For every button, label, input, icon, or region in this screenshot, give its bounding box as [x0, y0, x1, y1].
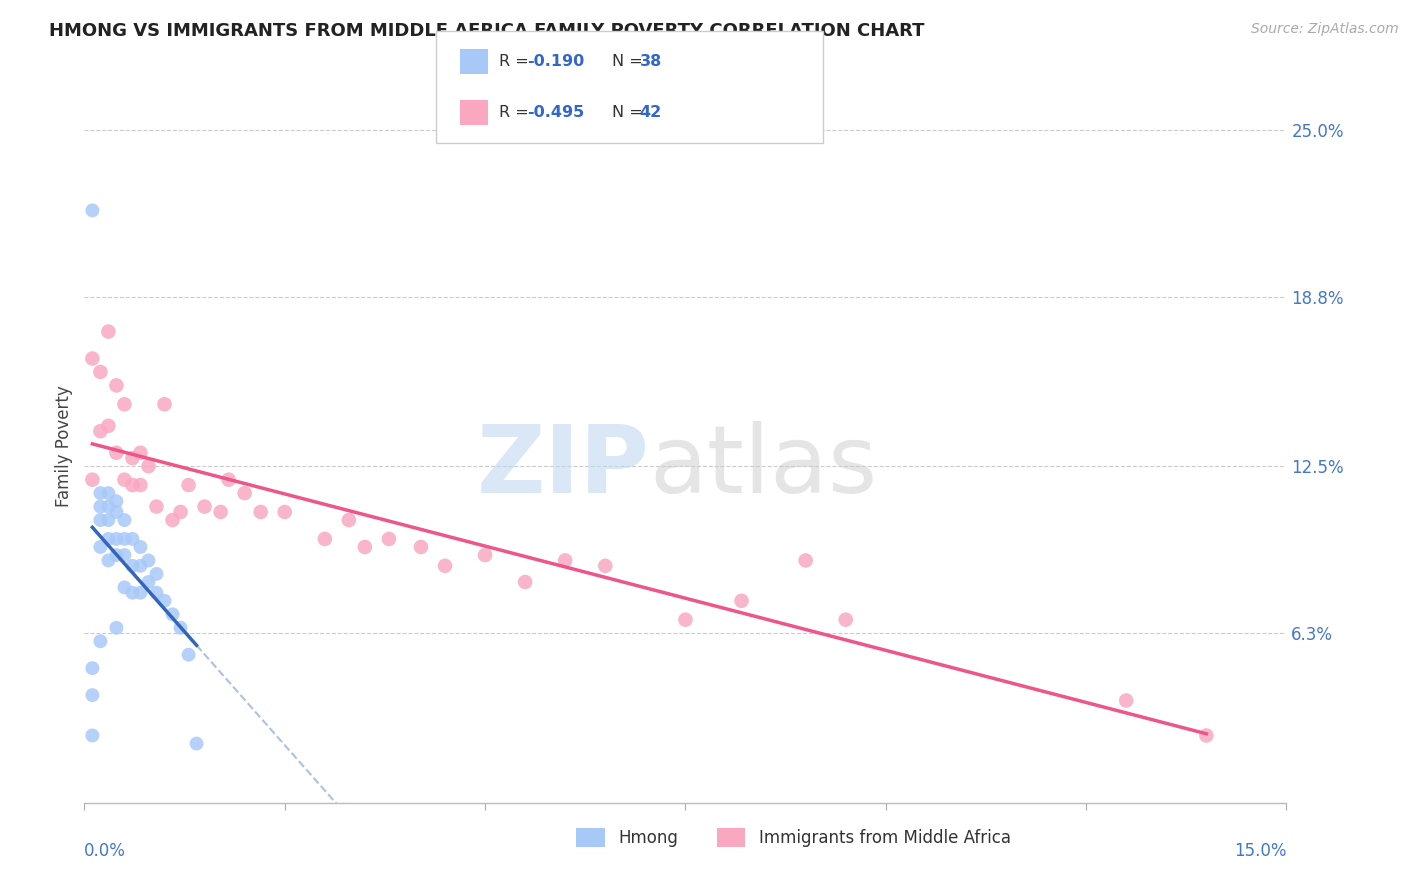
Point: [218, 473, 240, 487]
Point: [97, 486, 120, 500]
Point: [177, 478, 200, 492]
Text: -0.495: -0.495: [527, 105, 585, 120]
Point: [105, 505, 128, 519]
Point: [105, 494, 128, 508]
Point: [97, 500, 120, 514]
Point: [153, 594, 176, 608]
Point: [89, 513, 111, 527]
Point: [82, 688, 104, 702]
Point: [89, 540, 111, 554]
Text: Hmong: Hmong: [619, 829, 679, 847]
Point: [835, 613, 858, 627]
Point: [89, 365, 111, 379]
Point: [595, 558, 617, 573]
Text: R =: R =: [499, 105, 534, 120]
Point: [162, 607, 184, 622]
Text: ZIP: ZIP: [477, 421, 650, 514]
Point: [105, 621, 128, 635]
Text: 42: 42: [640, 105, 662, 120]
Point: [233, 486, 256, 500]
Point: [97, 553, 120, 567]
Point: [89, 500, 111, 514]
Text: Source: ZipAtlas.com: Source: ZipAtlas.com: [1251, 22, 1399, 37]
Point: [138, 459, 160, 474]
Point: [314, 532, 336, 546]
Point: [97, 532, 120, 546]
Point: [82, 351, 104, 366]
Text: N =: N =: [612, 54, 648, 69]
Text: HMONG VS IMMIGRANTS FROM MIDDLE AFRICA FAMILY POVERTY CORRELATION CHART: HMONG VS IMMIGRANTS FROM MIDDLE AFRICA F…: [49, 22, 925, 40]
Point: [138, 553, 160, 567]
Point: [121, 532, 143, 546]
Point: [82, 473, 104, 487]
Point: [89, 486, 111, 500]
Text: R =: R =: [499, 54, 534, 69]
Point: [434, 558, 457, 573]
Point: [1115, 693, 1137, 707]
Point: [675, 613, 697, 627]
Point: [138, 574, 160, 589]
Text: atlas: atlas: [650, 421, 877, 514]
Text: Immigrants from Middle Africa: Immigrants from Middle Africa: [759, 829, 1011, 847]
Point: [129, 586, 152, 600]
Point: [209, 505, 232, 519]
Point: [89, 634, 111, 648]
Point: [145, 500, 167, 514]
Point: [1195, 729, 1218, 743]
Point: [145, 566, 167, 581]
Point: [121, 478, 143, 492]
Text: 0.0%: 0.0%: [84, 842, 127, 860]
Point: [82, 729, 104, 743]
Point: [177, 648, 200, 662]
Point: [354, 540, 377, 554]
Point: [121, 558, 143, 573]
Point: [274, 505, 297, 519]
Point: [114, 548, 135, 562]
Point: [794, 553, 817, 567]
Point: [105, 532, 128, 546]
Text: -0.190: -0.190: [527, 54, 585, 69]
Point: [82, 203, 104, 218]
Point: [105, 378, 128, 392]
Point: [515, 574, 537, 589]
Point: [249, 505, 271, 519]
Point: [114, 532, 135, 546]
Point: [129, 446, 152, 460]
Point: [145, 586, 167, 600]
Point: [474, 548, 496, 562]
Text: 15.0%: 15.0%: [1234, 842, 1286, 860]
Point: [378, 532, 401, 546]
Point: [730, 594, 752, 608]
Y-axis label: Family Poverty: Family Poverty: [55, 385, 73, 507]
Point: [409, 540, 432, 554]
Point: [105, 548, 128, 562]
Point: [129, 558, 152, 573]
Text: 38: 38: [640, 54, 662, 69]
Point: [97, 418, 120, 433]
Point: [554, 553, 576, 567]
Point: [169, 621, 191, 635]
Point: [121, 451, 143, 466]
Point: [89, 424, 111, 438]
Point: [186, 737, 208, 751]
Point: [114, 580, 135, 594]
Text: N =: N =: [612, 105, 648, 120]
Point: [194, 500, 217, 514]
Point: [82, 661, 104, 675]
Point: [114, 397, 135, 411]
Point: [114, 513, 135, 527]
Point: [114, 473, 135, 487]
Point: [97, 325, 120, 339]
Point: [121, 586, 143, 600]
Point: [129, 540, 152, 554]
Point: [337, 513, 360, 527]
Point: [129, 478, 152, 492]
Point: [105, 446, 128, 460]
Point: [153, 397, 176, 411]
Point: [169, 505, 191, 519]
Point: [97, 513, 120, 527]
Point: [162, 513, 184, 527]
